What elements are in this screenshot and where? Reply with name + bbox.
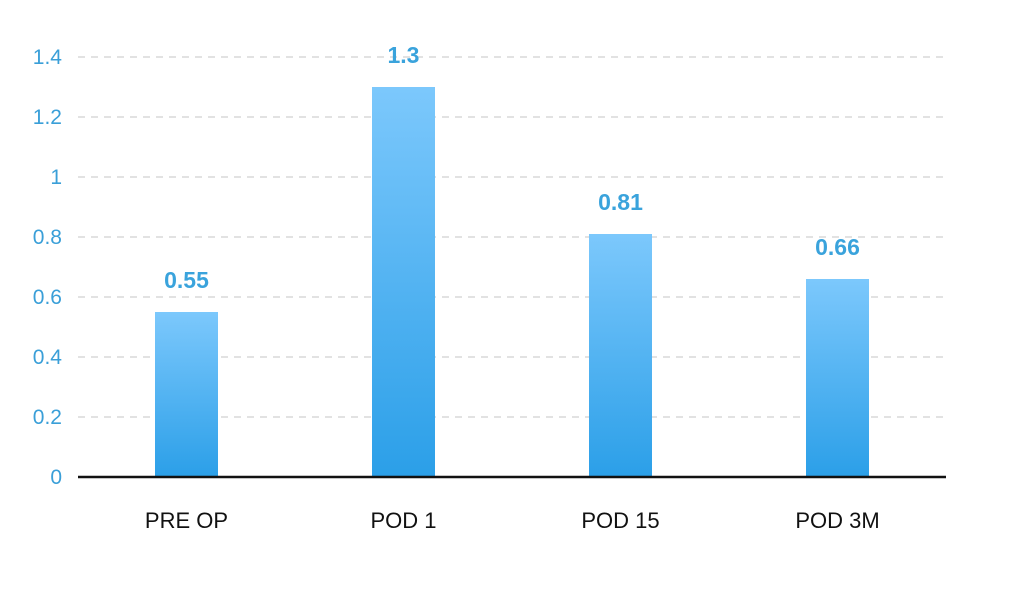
y-axis-tick-labels: 0 0.2 0.4 0.6 0.8 1 1.2 1.4	[33, 46, 63, 489]
y-tick-label: 0	[50, 466, 62, 489]
x-axis-tick-labels: PRE OP POD 1 POD 15 POD 3M	[145, 508, 880, 533]
bars	[155, 87, 869, 477]
y-tick-label: 0.4	[33, 346, 63, 369]
grid-lines	[78, 56, 946, 418]
x-tick-label: POD 3M	[795, 508, 879, 533]
y-tick-label: 1.2	[33, 106, 62, 129]
bar	[806, 279, 869, 477]
data-label: 0.66	[815, 234, 860, 260]
y-tick-label: 0.8	[33, 226, 62, 249]
x-tick-label: POD 15	[581, 508, 659, 533]
x-tick-label: POD 1	[370, 508, 436, 533]
data-label: 0.81	[598, 189, 643, 215]
data-labels: 0.55 1.3 0.81 0.66	[164, 42, 860, 293]
bar	[589, 234, 652, 477]
x-tick-label: PRE OP	[145, 508, 228, 533]
y-tick-label: 0.2	[33, 406, 62, 429]
bar	[155, 312, 218, 477]
y-tick-label: 0.6	[33, 286, 62, 309]
data-label: 0.55	[164, 267, 209, 293]
data-label: 1.3	[388, 42, 420, 68]
y-tick-label: 1.4	[33, 46, 63, 69]
y-tick-label: 1	[50, 166, 62, 189]
bar	[372, 87, 435, 477]
